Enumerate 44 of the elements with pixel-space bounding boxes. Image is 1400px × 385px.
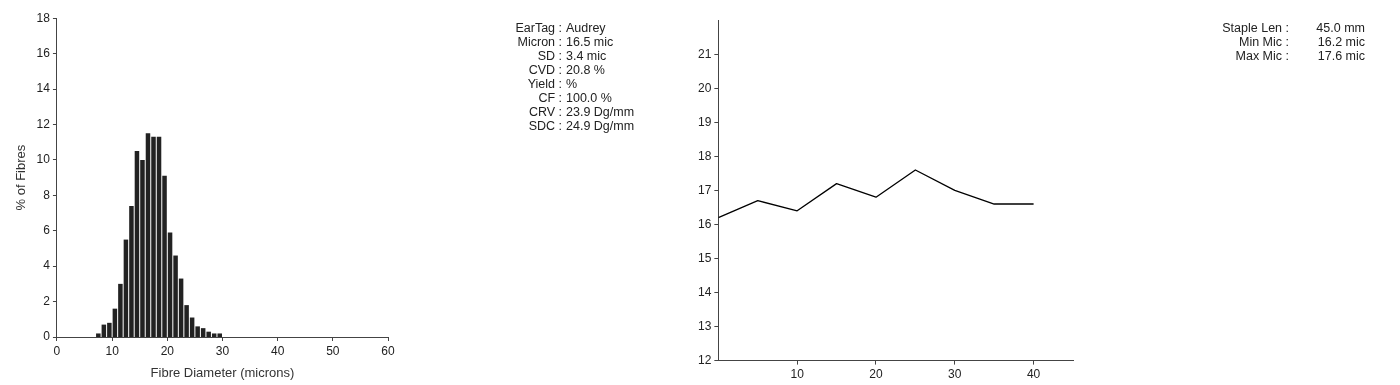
y-tick-label: 4 bbox=[43, 258, 51, 273]
text: EarTag : Audrey bbox=[514, 21, 606, 35]
y-tick-label: 21 bbox=[697, 46, 712, 61]
text: SDC : 24.9 Dg/mm bbox=[527, 119, 635, 133]
x-tick-label: 30 bbox=[215, 343, 230, 358]
y-tick-label: 6 bbox=[43, 223, 51, 238]
text: CF : 100.0 % bbox=[537, 91, 612, 105]
x-tick-label: 10 bbox=[790, 367, 805, 382]
x-tick-label: 20 bbox=[869, 367, 883, 382]
x-tick-label: 10 bbox=[105, 343, 120, 358]
y-tick-label: 13 bbox=[697, 318, 712, 333]
y-tick-label: 16 bbox=[697, 216, 712, 231]
y-tick-label: 17 bbox=[697, 182, 712, 197]
text: Yield : % bbox=[526, 77, 578, 91]
text: Min Mic : 16.2 mic bbox=[1239, 35, 1365, 49]
y-axis-title: % of Fibres bbox=[13, 144, 29, 211]
x-tick-label: 30 bbox=[948, 367, 962, 382]
text: CRV : 23.9 Dg/mm bbox=[527, 105, 635, 119]
y-tick-label: 15 bbox=[697, 250, 712, 265]
x-tick-label: 40 bbox=[270, 343, 285, 358]
y-tick-label: 12 bbox=[36, 116, 51, 131]
text: Micron : 16.5 mic bbox=[516, 35, 614, 49]
x-tick-label: 0 bbox=[53, 343, 61, 358]
text: Max Mic : 17.6 mic bbox=[1235, 49, 1365, 63]
y-tick-label: 19 bbox=[697, 114, 712, 129]
y-tick-label: 2 bbox=[43, 293, 51, 308]
y-tick-label: 16 bbox=[36, 45, 51, 60]
text: CVD : 20.8 % bbox=[527, 63, 605, 77]
y-tick-label: 18 bbox=[697, 148, 712, 163]
text: SD : 3.4 mic bbox=[536, 49, 607, 63]
x-tick-label: 60 bbox=[381, 343, 395, 358]
x-tick-label: 20 bbox=[160, 343, 175, 358]
y-tick-label: 12 bbox=[697, 352, 712, 367]
x-tick-label: 50 bbox=[326, 343, 340, 358]
y-tick-label: 0 bbox=[43, 329, 51, 344]
y-tick-label: 20 bbox=[697, 80, 712, 95]
x-tick-label: 40 bbox=[1026, 367, 1041, 382]
y-tick-label: 18 bbox=[36, 10, 51, 25]
y-tick-label: 14 bbox=[36, 81, 51, 96]
y-tick-label: 14 bbox=[697, 284, 712, 299]
y-tick-label: 10 bbox=[36, 152, 51, 167]
x-axis-title: Fibre Diameter (microns) bbox=[150, 364, 295, 380]
y-tick-label: 8 bbox=[43, 187, 51, 202]
text: Staple Len : 45.0 mm bbox=[1222, 21, 1365, 35]
